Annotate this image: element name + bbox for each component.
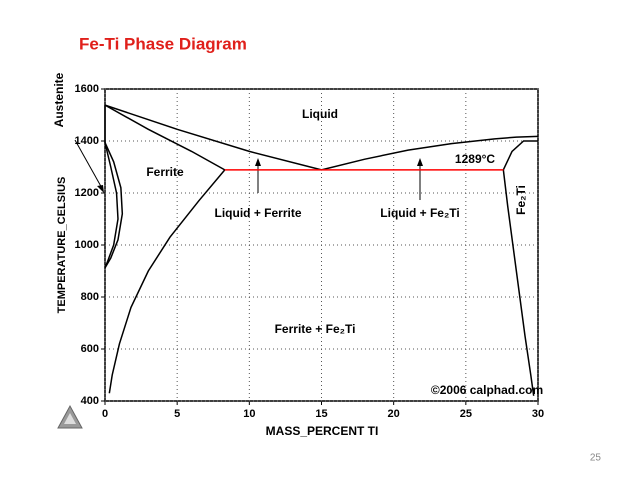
logo-inner [64, 413, 76, 424]
phase-boundary [502, 140, 538, 171]
y-tick-label: 1200 [75, 187, 99, 199]
y-tick-label: 1000 [75, 239, 99, 251]
arrow-head [417, 158, 423, 166]
annotation: Ferrite + Fe₂Ti [275, 322, 356, 336]
slide-title: Fe-Ti Phase Diagram [79, 34, 247, 53]
phase-boundary [104, 104, 226, 171]
y-tick-label: 1400 [75, 135, 99, 147]
y-tick-label: 400 [81, 395, 99, 407]
annotation: 1289°C [455, 152, 495, 166]
x-tick-label: 20 [388, 408, 400, 420]
page-number: 25 [590, 453, 602, 464]
x-tick-label: 30 [532, 408, 544, 420]
annotation: Liquid + Fe₂Ti [380, 206, 459, 220]
annotation: Austenite [52, 72, 66, 127]
x-tick-label: 0 [102, 408, 108, 420]
y-tick-label: 600 [81, 343, 99, 355]
x-tick-label: 15 [315, 408, 327, 420]
phase-boundary [108, 169, 226, 394]
y-axis-label: TEMPERATURE_CELSIUS [56, 177, 68, 314]
y-tick-label: 1600 [75, 83, 99, 95]
leader-line [74, 139, 104, 191]
x-tick-label: 25 [460, 408, 472, 420]
phase-boundary [104, 142, 119, 269]
y-tick-label: 800 [81, 291, 99, 303]
arrow-head [255, 158, 261, 166]
phase-boundary [104, 104, 322, 171]
annotation: Ferrite [146, 165, 184, 179]
x-axis-label: MASS_PERCENT TI [266, 424, 379, 438]
x-tick-label: 10 [243, 408, 255, 420]
phase-boundary [321, 135, 539, 171]
annotation: Fe₂Ti [514, 185, 528, 215]
arrow-head [97, 185, 104, 193]
annotation: Liquid [302, 107, 338, 121]
x-tick-label: 5 [174, 408, 180, 420]
phase-boundary [502, 169, 535, 396]
annotation: Liquid + Ferrite [214, 206, 301, 220]
annotation: ©2006 calphad.com [431, 383, 543, 397]
